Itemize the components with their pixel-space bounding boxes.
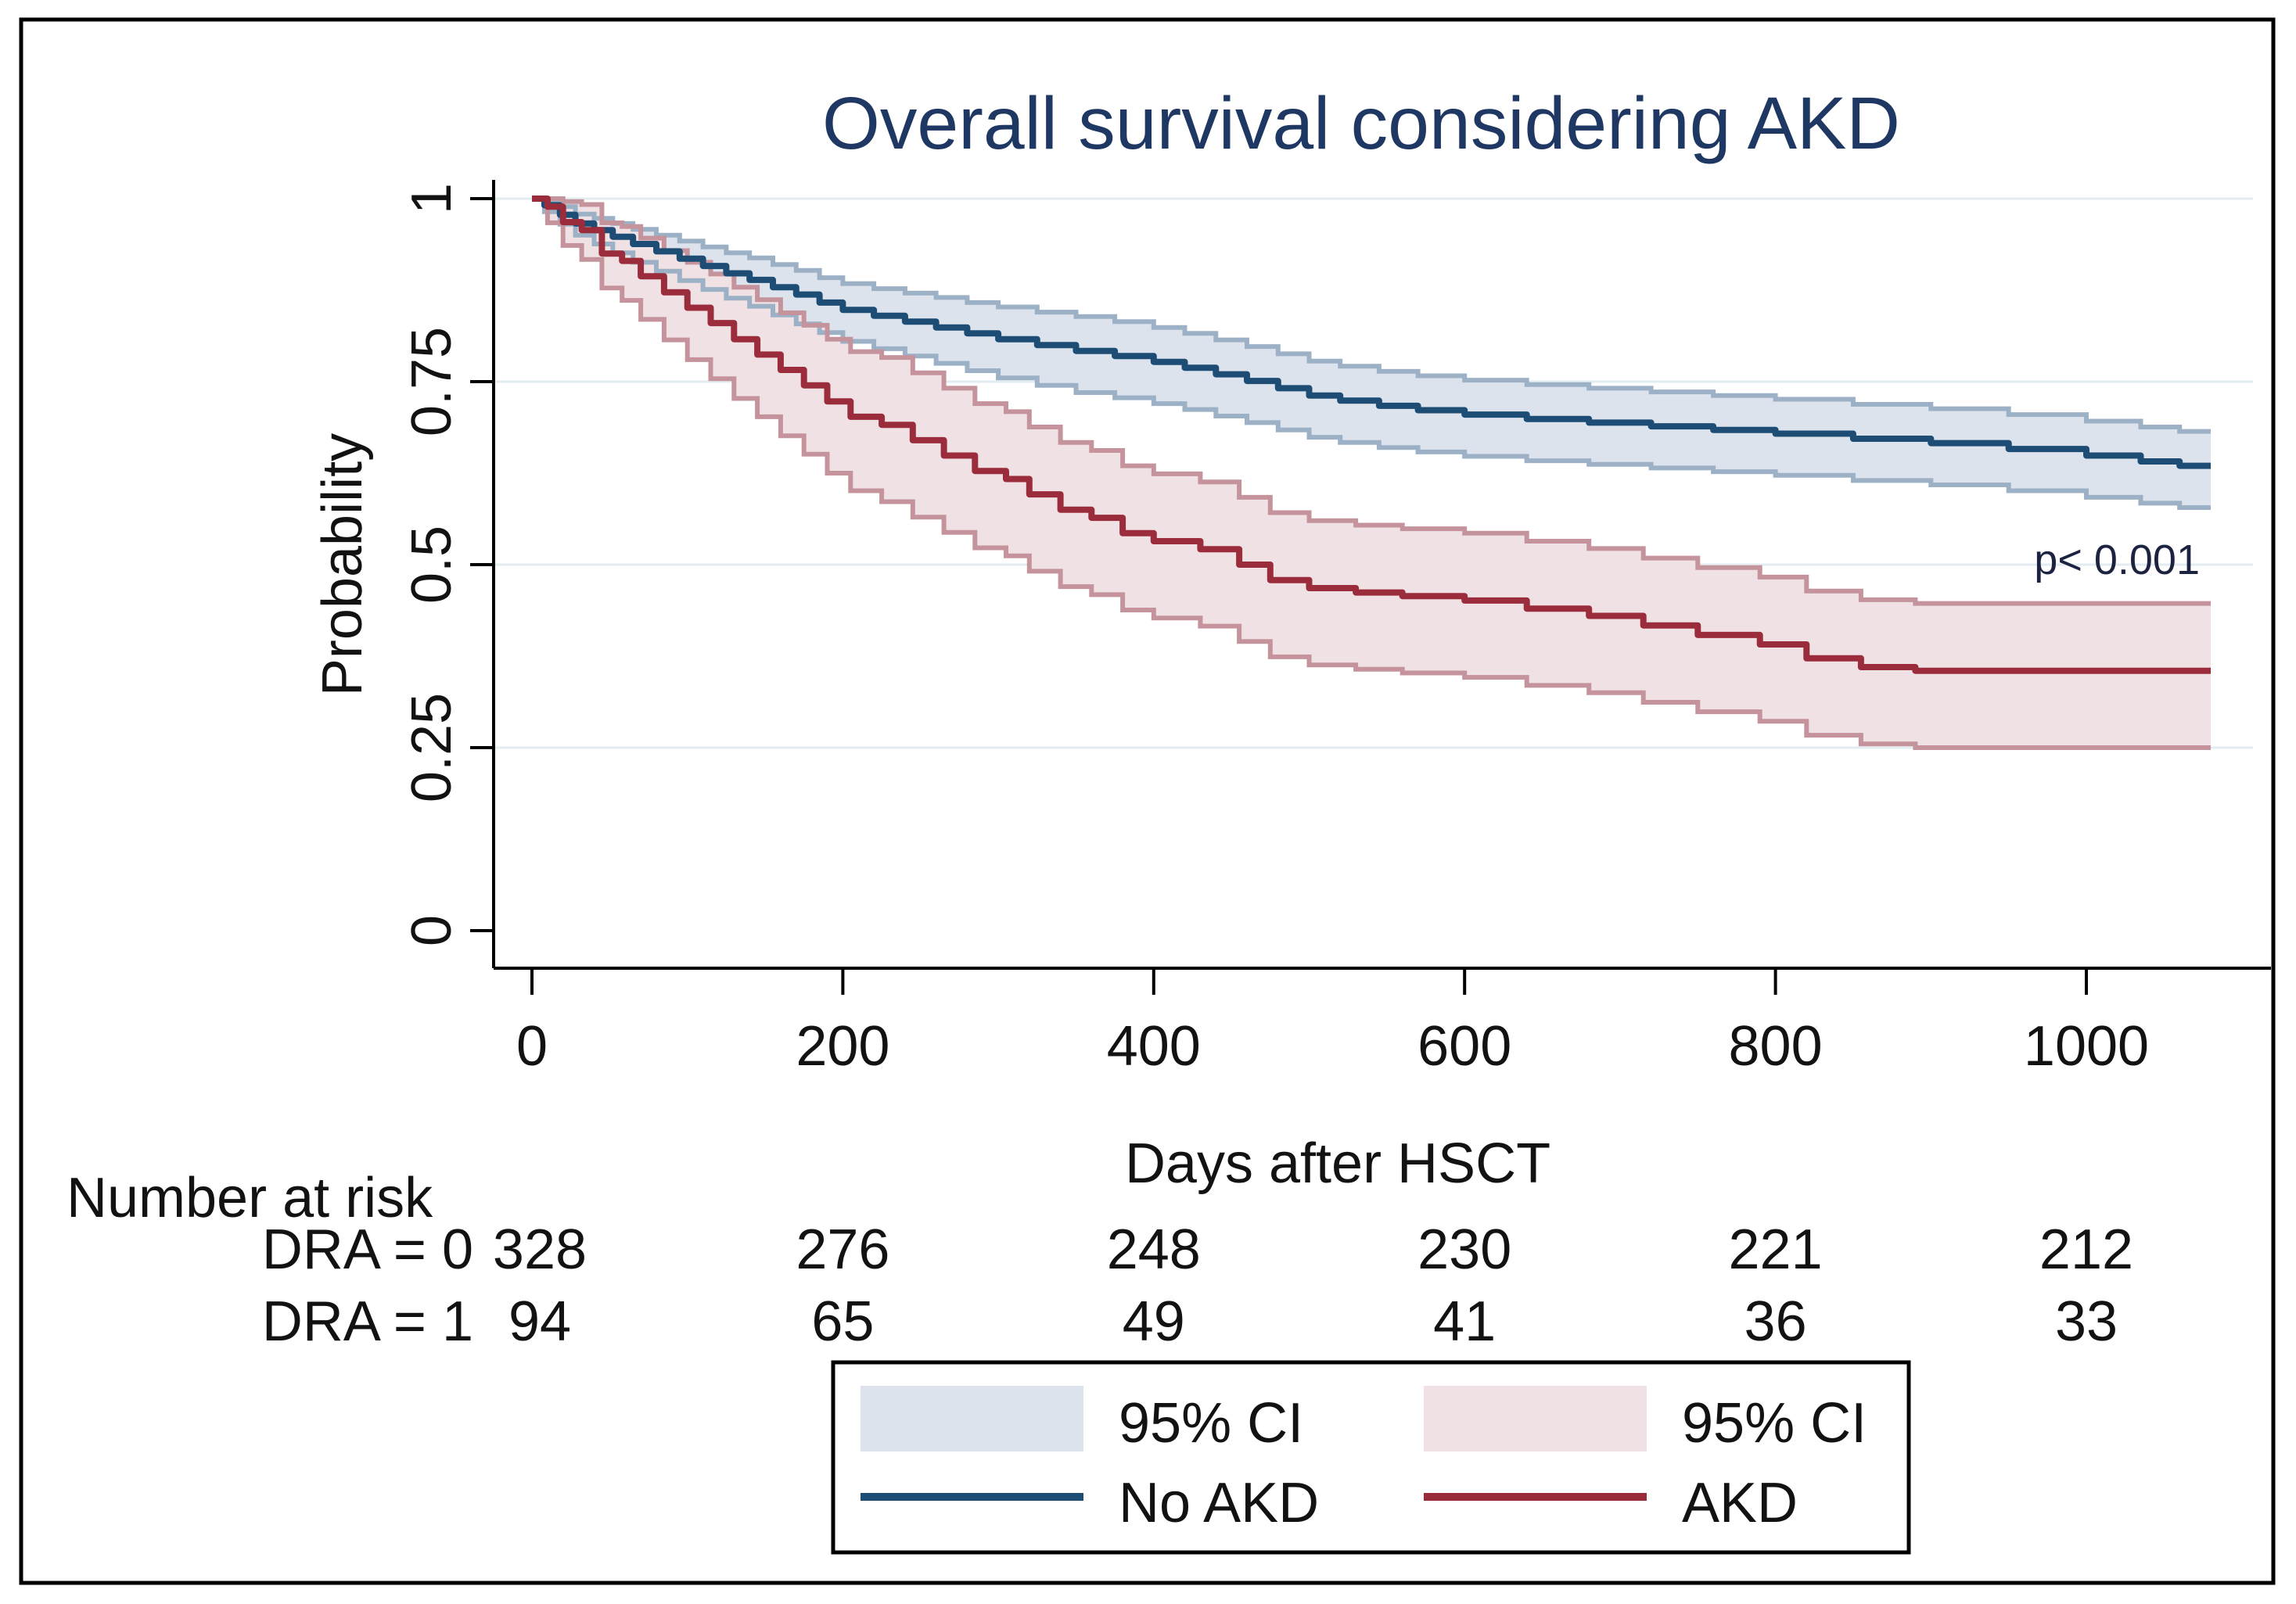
risk-value: 221: [1729, 1218, 1823, 1281]
legend-label-akd: AKD: [1682, 1472, 1798, 1534]
chart-title: Overall survival considering AKD: [822, 82, 1900, 165]
x-tick-label: 600: [1417, 1015, 1511, 1078]
legend: 95% CI 95% CI No AKD AKD: [831, 1360, 1911, 1555]
legend-swatch-ci-akd: [1424, 1386, 1647, 1451]
y-tick-label: 1: [401, 183, 463, 214]
ci-lower-edge: [532, 196, 2211, 510]
x-tick-label: 400: [1107, 1015, 1201, 1078]
risk-value: 36: [1744, 1290, 1807, 1353]
risk-row-label: DRA = 0: [262, 1218, 473, 1281]
ci-band-akd: [532, 199, 2211, 748]
ci-upper-edge: [532, 196, 2211, 434]
x-tick-label: 800: [1729, 1015, 1823, 1078]
risk-value: 248: [1107, 1218, 1201, 1281]
risk-value: 328: [493, 1218, 587, 1281]
x-axis-label: Days after HSCT: [1125, 1132, 1550, 1195]
y-tick-label: 0.25: [401, 693, 463, 802]
y-tick-label: 0.5: [401, 526, 463, 604]
tick-labels: 0 0.25 0.5 0.75 1 0 200 400 600 800 1000: [401, 183, 2149, 1078]
axes: [470, 180, 2271, 995]
survival-curve-akd: [532, 196, 2211, 674]
risk-row-label: DRA = 1: [262, 1290, 473, 1353]
risk-value: 41: [1433, 1290, 1496, 1353]
risk-value: 212: [2039, 1218, 2133, 1281]
risk-value: 33: [2055, 1290, 2118, 1353]
x-tick-label: 0: [516, 1015, 548, 1078]
ci-lower-edge: [532, 196, 2211, 750]
ci-band-no-akd: [532, 199, 2211, 508]
survival-curves: [532, 196, 2211, 674]
risk-value: 230: [1417, 1218, 1511, 1281]
figure-border: [19, 17, 2276, 1585]
risk-value: 94: [508, 1290, 571, 1353]
y-axis-label: Probability: [311, 433, 374, 696]
risk-value: 49: [1123, 1290, 1185, 1353]
risk-table-title: Number at risk: [66, 1167, 433, 1229]
x-tick-label: 1000: [2024, 1015, 2149, 1078]
x-tick-label: 200: [796, 1015, 889, 1078]
legend-label-no-akd: No AKD: [1119, 1472, 1319, 1534]
legend-label-ci-no-akd: 95% CI: [1119, 1392, 1303, 1455]
y-tick-label: 0: [401, 915, 463, 946]
legend-swatch-ci-no-akd: [861, 1386, 1083, 1451]
risk-value: 65: [811, 1290, 874, 1353]
risk-value: 276: [796, 1218, 889, 1281]
legend-label-ci-akd: 95% CI: [1682, 1392, 1867, 1455]
p-value-annotation: p< 0.001: [2034, 536, 2200, 583]
y-tick-label: 0.75: [401, 327, 463, 436]
risk-table: DRA = 0 328 276 248 230 221 212 DRA = 1 94 65 49 41…: [262, 1218, 2133, 1353]
survival-curve-no-akd: [532, 196, 2211, 469]
